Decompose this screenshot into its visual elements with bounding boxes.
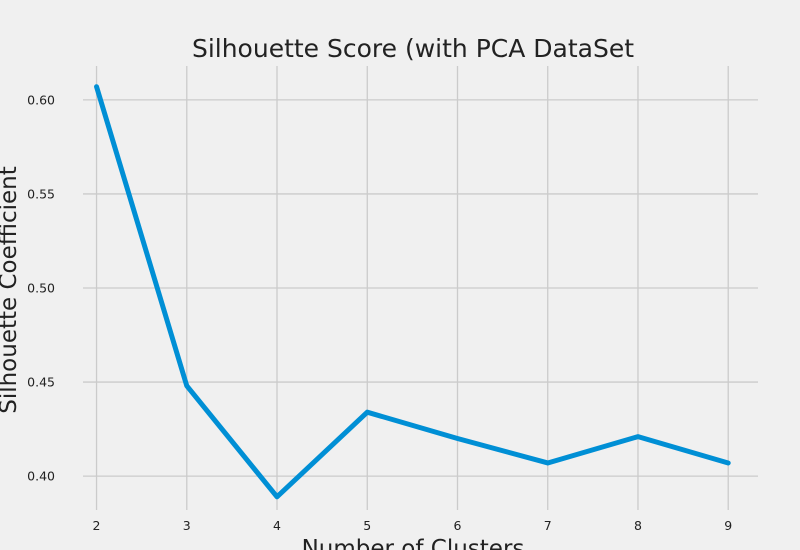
x-tick-label: 8 [634, 518, 642, 533]
x-tick-label: 3 [183, 518, 191, 533]
y-tick-labels: 0.40 0.45 0.50 0.55 0.60 [27, 92, 55, 483]
x-tick-labels: 2 3 4 5 6 7 8 9 [93, 518, 733, 533]
x-tick-label: 7 [544, 518, 552, 533]
chart-title: Silhouette Score (with PCA DataSet [192, 34, 634, 63]
series-line [94, 84, 731, 500]
x-tick-label: 9 [724, 518, 732, 533]
x-tick-label: 6 [454, 518, 462, 533]
y-axis-label: Silhouette Coefficient [0, 166, 22, 414]
x-tick-label: 4 [273, 518, 281, 533]
y-tick-label: 0.40 [27, 469, 55, 484]
x-tick-label: 5 [363, 518, 371, 533]
y-tick-label: 0.55 [27, 186, 55, 201]
y-gridlines [83, 99, 758, 477]
x-axis-label: Number of Clusters [302, 536, 525, 550]
y-tick-label: 0.50 [27, 281, 55, 296]
y-tick-label: 0.45 [27, 375, 55, 390]
x-tick-label: 2 [93, 518, 101, 533]
series-lines [94, 84, 731, 500]
y-tick-label: 0.60 [27, 92, 55, 107]
